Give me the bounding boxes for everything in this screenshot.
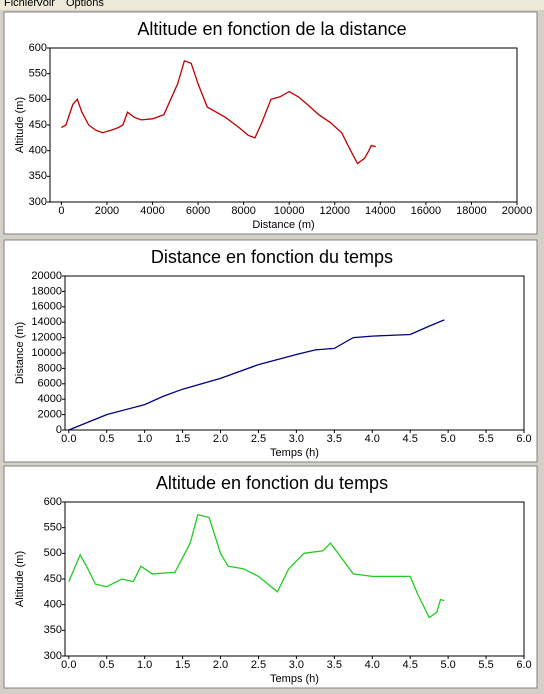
y-tick-label: 14000 bbox=[31, 316, 62, 328]
x-tick-label: 1.0 bbox=[137, 433, 152, 445]
x-tick-label: 14000 bbox=[365, 205, 396, 217]
x-tick-label: 1.5 bbox=[175, 659, 190, 671]
y-tick-label: 0 bbox=[56, 424, 62, 436]
menu-item[interactable]: Options bbox=[66, 0, 104, 9]
x-tick-label: 5.5 bbox=[478, 659, 493, 671]
y-tick-label: 600 bbox=[44, 496, 62, 508]
y-tick-label: 450 bbox=[44, 573, 62, 585]
x-tick-label: 8000 bbox=[231, 205, 255, 217]
y-tick-label: 12000 bbox=[31, 332, 62, 344]
chart-title: Altitude en fonction du temps bbox=[156, 473, 388, 493]
x-tick-label: 6.0 bbox=[516, 659, 531, 671]
x-tick-label: 6.0 bbox=[516, 433, 531, 445]
y-axis-label: Distance (m) bbox=[14, 322, 26, 384]
data-line bbox=[61, 59, 376, 165]
y-tick-label: 550 bbox=[29, 68, 47, 80]
x-tick-label: 10000 bbox=[274, 205, 305, 217]
x-axis-label: Distance (m) bbox=[252, 219, 314, 231]
y-tick-label: 500 bbox=[44, 547, 62, 559]
menu-bar bbox=[0, 0, 544, 10]
x-tick-label: 5.0 bbox=[440, 433, 455, 445]
x-tick-label: 4.0 bbox=[365, 433, 380, 445]
x-tick-label: 2.0 bbox=[213, 659, 228, 671]
menu-item[interactable]: Fichier bbox=[4, 0, 37, 9]
x-tick-label: 12000 bbox=[319, 205, 350, 217]
chart-panel bbox=[3, 11, 538, 235]
chart-title: Altitude en fonction de la distance bbox=[137, 19, 406, 39]
x-tick-label: 2.5 bbox=[251, 659, 266, 671]
x-tick-label: 16000 bbox=[411, 205, 442, 217]
y-tick-label: 450 bbox=[29, 119, 47, 131]
y-tick-label: 400 bbox=[29, 145, 47, 157]
y-tick-label: 6000 bbox=[38, 378, 62, 390]
x-tick-label: 4.5 bbox=[403, 433, 418, 445]
y-tick-label: 20000 bbox=[31, 270, 62, 282]
x-axis-label: Temps (h) bbox=[270, 673, 319, 685]
y-tick-label: 300 bbox=[44, 650, 62, 662]
y-tick-label: 4000 bbox=[38, 393, 62, 405]
x-tick-label: 2000 bbox=[95, 205, 119, 217]
x-tick-label: 0.5 bbox=[99, 659, 114, 671]
x-tick-label: 3.5 bbox=[327, 433, 342, 445]
y-tick-label: 550 bbox=[44, 522, 62, 534]
chart-title: Distance en fonction du temps bbox=[151, 247, 393, 267]
x-tick-label: 3.0 bbox=[289, 659, 304, 671]
y-tick-label: 10000 bbox=[31, 347, 62, 359]
x-tick-label: 5.0 bbox=[440, 659, 455, 671]
data-line bbox=[68, 514, 445, 619]
y-tick-label: 2000 bbox=[38, 409, 62, 421]
y-tick-label: 300 bbox=[29, 196, 47, 208]
x-tick-label: 1.5 bbox=[175, 433, 190, 445]
x-tick-label: 0.5 bbox=[99, 433, 114, 445]
menu-item[interactable]: Voir bbox=[36, 0, 55, 9]
data-line bbox=[68, 319, 445, 431]
x-tick-label: 18000 bbox=[456, 205, 487, 217]
x-tick-label: 4.0 bbox=[365, 659, 380, 671]
x-tick-label: 5.5 bbox=[478, 433, 493, 445]
x-tick-label: 6000 bbox=[186, 205, 210, 217]
y-tick-label: 18000 bbox=[31, 285, 62, 297]
x-tick-label: 0 bbox=[58, 205, 64, 217]
y-tick-label: 8000 bbox=[38, 362, 62, 374]
y-tick-label: 350 bbox=[44, 624, 62, 636]
y-tick-label: 16000 bbox=[31, 301, 62, 313]
y-tick-label: 350 bbox=[29, 170, 47, 182]
x-tick-label: 2.0 bbox=[213, 433, 228, 445]
x-tick-label: 1.0 bbox=[137, 659, 152, 671]
x-tick-label: 20000 bbox=[502, 205, 533, 217]
x-tick-label: 0.0 bbox=[61, 433, 76, 445]
x-tick-label: 3.5 bbox=[327, 659, 342, 671]
y-tick-label: 400 bbox=[44, 599, 62, 611]
x-axis-label: Temps (h) bbox=[270, 447, 319, 459]
chart-panel bbox=[3, 239, 538, 463]
y-axis-label: Altitude (m) bbox=[14, 97, 26, 153]
x-tick-label: 4.5 bbox=[403, 659, 418, 671]
chart-panel bbox=[3, 465, 538, 689]
y-tick-label: 600 bbox=[29, 42, 47, 54]
y-tick-label: 500 bbox=[29, 93, 47, 105]
x-tick-label: 3.0 bbox=[289, 433, 304, 445]
x-tick-label: 4000 bbox=[140, 205, 164, 217]
y-axis-label: Altitude (m) bbox=[14, 551, 26, 607]
x-tick-label: 0.0 bbox=[61, 659, 76, 671]
x-tick-label: 2.5 bbox=[251, 433, 266, 445]
